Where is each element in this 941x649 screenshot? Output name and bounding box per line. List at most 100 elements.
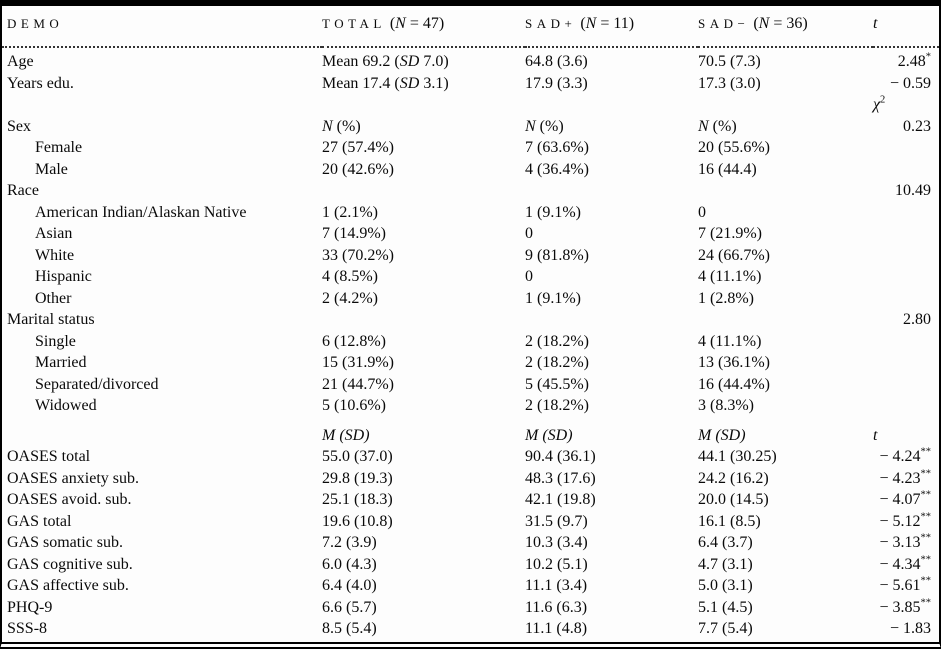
row-label: Marital status (7, 311, 95, 328)
cell-sad-plus: 2 (18.2%) (525, 397, 589, 414)
cell-total: N (%) (322, 117, 361, 135)
cell-total: 8.5 (5.4) (322, 620, 377, 637)
cell-sad-minus: 70.5 (7.3) (698, 53, 761, 70)
cell-statistic: − 4.34** (879, 554, 931, 573)
cell-sad-minus: 24 (66.7%) (698, 246, 770, 264)
total-header-n: (N = 47) (386, 15, 444, 32)
table-row: Sex N (%) N (%) N (%) 0.23 (2, 116, 939, 138)
table-row: Race 10.49 (2, 180, 939, 202)
cell-sad-minus: 16.1 (8.5) (698, 512, 761, 530)
sad-minus-header-post: = 36) (769, 15, 808, 32)
demo-header-label: DEMO (7, 16, 64, 31)
table-row: Widowed 5 (10.6%) 2 (18.2%) 3 (8.3%) (2, 395, 939, 417)
cell-statistic (873, 202, 939, 224)
cell-statistic (873, 266, 939, 288)
cell-sad-plus (525, 309, 698, 331)
cell-sad-plus: 64.8 (3.6) (525, 53, 588, 70)
cell-statistic: − 5.61** (879, 575, 931, 594)
cell-sad-minus: 16 (44.4%) (698, 375, 770, 393)
cell-total: Mean 17.4 (SD 3.1) (322, 74, 449, 92)
cell-sad-plus: 9 (81.8%) (525, 246, 589, 264)
table-row: OASES total 55.0 (37.0) 90.4 (36.1) 44.1 (3… (2, 446, 939, 468)
row-label: Race (7, 182, 39, 199)
cell-sad-plus (525, 180, 698, 202)
cell-total (322, 309, 525, 331)
cell-total: 6 (12.8%) (322, 332, 386, 350)
table-row: Asian 7 (14.9%) 0 7 (21.9%) (2, 223, 939, 245)
cell-sad-plus (525, 94, 698, 116)
sad-minus-header-n-symbol: N (758, 15, 770, 32)
cell-total: Mean 69.2 (SD 7.0) (322, 53, 449, 70)
cell-statistic (873, 288, 939, 310)
row-label: White (35, 246, 75, 264)
cell-statistic: 10.49 (895, 182, 931, 199)
cell-total: 19.6 (10.8) (322, 512, 393, 530)
row-label: PHQ-9 (7, 598, 53, 616)
col-header-sad-plus: SAD+ (N = 11) (525, 6, 698, 48)
cell-total: 6.0 (4.3) (322, 555, 377, 573)
table-row: OASES avoid. sub. 25.1 (18.3) 42.1 (19.8) 2… (2, 489, 939, 511)
cell-total: 20 (42.6%) (322, 160, 394, 178)
cell-sad-plus: 5 (45.5%) (525, 375, 589, 393)
cell-sad-plus: 0 (525, 225, 533, 242)
cell-sad-plus: 31.5 (9.7) (525, 512, 588, 530)
cell-sad-plus: 0 (525, 268, 533, 285)
cell-statistic: t (873, 426, 878, 444)
row-label: Sex (7, 117, 31, 135)
row-label: Separated/divorced (35, 375, 159, 393)
table-row: Female 27 (57.4%) 7 (63.6%) 20 (55.6%) (2, 137, 939, 159)
cell-total: 6.6 (5.7) (322, 598, 377, 616)
cell-statistic (873, 395, 939, 417)
cell-statistic: − 4.24** (879, 446, 931, 465)
cell-sad-minus (698, 180, 873, 202)
col-header-statistic: t (873, 6, 939, 48)
cell-total: 1 (2.1%) (322, 203, 378, 221)
demographics-table: DEMO TOTAL (N = 47) SAD+ (N = 11) SAD− (… (2, 6, 939, 640)
table-row: Single 6 (12.8%) 2 (18.2%) 4 (11.1%) (2, 331, 939, 353)
table-row: M (SD) M (SD) M (SD) t (2, 417, 939, 447)
cell-sad-plus: 7 (63.6%) (525, 139, 589, 156)
col-header-sad-minus: SAD− (N = 36) (698, 6, 873, 48)
cell-sad-minus: M (SD) (698, 426, 746, 444)
cell-total: 33 (70.2%) (322, 246, 394, 264)
col-header-total: TOTAL (N = 47) (322, 6, 525, 48)
table-body: Age Mean 69.2 (SD 7.0) 64.8 (3.6) 70.5 (7.3… (2, 47, 939, 640)
table-row: Hispanic 4 (8.5%) 0 4 (11.1%) (2, 266, 939, 288)
cell-statistic (873, 137, 939, 159)
table-row: Marital status 2.80 (2, 309, 939, 331)
table-row: OASES anxiety sub. 29.8 (19.3) 48.3 (17.6)… (2, 468, 939, 490)
row-label: Other (35, 289, 72, 307)
cell-sad-minus: 4 (11.1%) (698, 332, 762, 350)
cell-sad-plus: 11.1 (3.4) (525, 577, 588, 594)
table-row: Years edu. Mean 17.4 (SD 3.1) 17.9 (3.3) 17… (2, 73, 939, 95)
cell-sad-minus: N (%) (698, 117, 737, 135)
cell-sad-plus: 17.9 (3.3) (525, 74, 588, 92)
cell-statistic: − 4.23** (879, 468, 931, 487)
cell-sad-plus: 10.3 (3.4) (525, 534, 588, 551)
row-label: Hispanic (35, 268, 92, 285)
cell-total (322, 94, 525, 116)
cell-sad-plus: 1 (9.1%) (525, 289, 581, 307)
cell-total: 29.8 (19.3) (322, 469, 393, 487)
cell-statistic: 2.80 (903, 311, 931, 328)
cell-total: 7.2 (3.9) (322, 534, 377, 551)
cell-sad-minus: 0 (698, 203, 706, 221)
table-row: Other 2 (4.2%) 1 (9.1%) 1 (2.8%) (2, 288, 939, 310)
cell-total: 21 (44.7%) (322, 375, 394, 393)
row-label: GAS somatic sub. (7, 534, 123, 551)
table-row: GAS total 19.6 (10.8) 31.5 (9.7) 16.1 (8.5)… (2, 511, 939, 533)
cell-statistic (873, 159, 939, 181)
total-header-pre: ( (385, 15, 396, 32)
cell-sad-plus: 10.2 (5.1) (525, 555, 588, 573)
row-label (2, 417, 322, 447)
table-row: Married 15 (31.9%) 2 (18.2%) 13 (36.1%) (2, 352, 939, 374)
cell-total: 4 (8.5%) (322, 268, 378, 285)
cell-total: 15 (31.9%) (322, 354, 394, 371)
cell-statistic (873, 374, 939, 396)
cell-sad-minus: 4.7 (3.1) (698, 555, 753, 573)
cell-sad-minus: 20 (55.6%) (698, 139, 770, 156)
table-row: SSS-8 8.5 (5.4) 11.1 (4.8) 7.7 (5.4) − 1.83 (2, 618, 939, 640)
row-label: OASES total (7, 448, 91, 465)
cell-total: 27 (57.4%) (322, 139, 394, 156)
table-row: Separated/divorced 21 (44.7%) 5 (45.5%) 16 … (2, 374, 939, 396)
